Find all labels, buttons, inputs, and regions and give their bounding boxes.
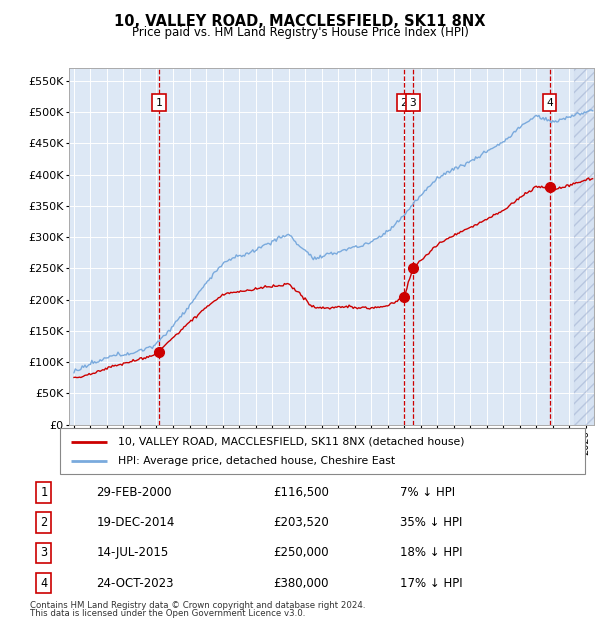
Text: 35% ↓ HPI: 35% ↓ HPI [400,516,462,529]
Text: £116,500: £116,500 [273,486,329,499]
Text: 17% ↓ HPI: 17% ↓ HPI [400,577,463,590]
Text: £250,000: £250,000 [273,546,329,559]
Text: £203,520: £203,520 [273,516,329,529]
Text: 1: 1 [156,97,163,108]
Text: 1: 1 [40,486,47,499]
Text: 29-FEB-2000: 29-FEB-2000 [96,486,172,499]
Bar [574,68,594,425]
FancyBboxPatch shape [60,428,585,474]
Text: 14-JUL-2015: 14-JUL-2015 [96,546,169,559]
Bar [574,68,594,425]
Text: 10, VALLEY ROAD, MACCLESFIELD, SK11 8NX: 10, VALLEY ROAD, MACCLESFIELD, SK11 8NX [114,14,486,29]
Text: 3: 3 [410,97,416,108]
Text: Contains HM Land Registry data © Crown copyright and database right 2024.: Contains HM Land Registry data © Crown c… [30,601,365,611]
Text: HPI: Average price, detached house, Cheshire East: HPI: Average price, detached house, Ches… [118,456,395,466]
Text: 2: 2 [400,97,407,108]
Text: £380,000: £380,000 [273,577,328,590]
Text: This data is licensed under the Open Government Licence v3.0.: This data is licensed under the Open Gov… [30,609,305,618]
Text: 4: 4 [546,97,553,108]
Text: 18% ↓ HPI: 18% ↓ HPI [400,546,463,559]
Text: 24-OCT-2023: 24-OCT-2023 [96,577,174,590]
Text: Price paid vs. HM Land Registry's House Price Index (HPI): Price paid vs. HM Land Registry's House … [131,26,469,39]
Text: 3: 3 [40,546,47,559]
Text: 2: 2 [40,516,47,529]
Text: 10, VALLEY ROAD, MACCLESFIELD, SK11 8NX (detached house): 10, VALLEY ROAD, MACCLESFIELD, SK11 8NX … [118,436,464,447]
Text: 4: 4 [40,577,47,590]
Text: 7% ↓ HPI: 7% ↓ HPI [400,486,455,499]
Text: 19-DEC-2014: 19-DEC-2014 [96,516,175,529]
